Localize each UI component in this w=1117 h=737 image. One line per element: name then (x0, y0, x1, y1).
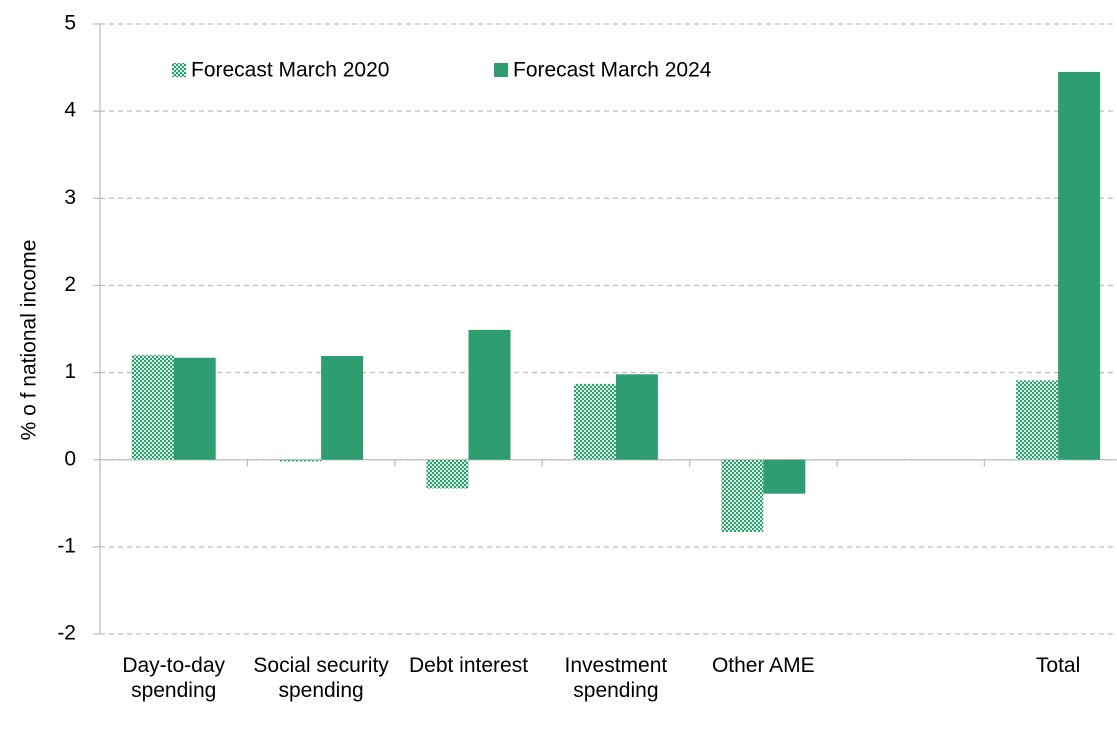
bar (426, 459, 469, 489)
y-tick-label: -1 (57, 534, 76, 557)
legend-label: Forecast March 2024 (513, 59, 712, 82)
bar (721, 459, 764, 533)
x-tick-label: Day-to-day spending (122, 653, 226, 702)
bar (131, 355, 174, 460)
legend-marker (172, 63, 186, 77)
bar (279, 459, 322, 462)
y-tick-label: 2 (64, 273, 76, 296)
y-tick-label: 1 (64, 360, 76, 383)
bar (615, 374, 658, 460)
legend-marker (494, 63, 508, 77)
x-tick-label: Debt interest (408, 653, 529, 677)
bar (763, 459, 806, 494)
bar (573, 383, 616, 460)
x-tick-label: Social security spending (253, 653, 389, 702)
y-tick-label: -2 (57, 622, 76, 645)
y-tick-label: 4 (64, 99, 76, 122)
bar (173, 357, 216, 460)
y-axis-label: % o f national income (18, 240, 41, 441)
y-tick-label: 0 (64, 447, 76, 470)
x-tick-label: Total (1035, 653, 1081, 677)
bar (321, 356, 364, 460)
x-tick-label: Investment spending (564, 653, 668, 702)
bar (468, 329, 511, 460)
bar (1016, 380, 1059, 460)
bar (1058, 71, 1101, 460)
legend-label: Forecast March 2020 (191, 59, 389, 82)
x-tick-label: Other AME (711, 653, 815, 677)
y-tick-label: 5 (64, 12, 76, 35)
y-tick-label: 3 (64, 186, 76, 209)
